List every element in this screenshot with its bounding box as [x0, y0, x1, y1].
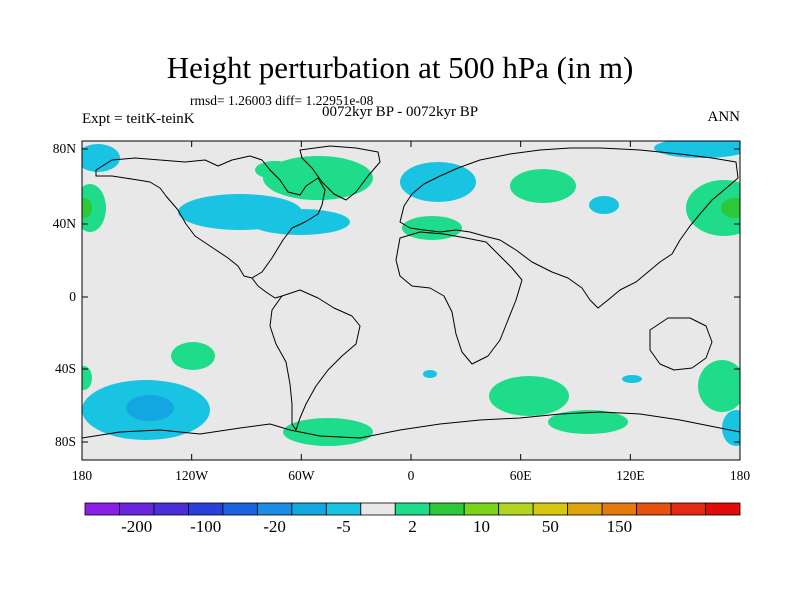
colorbar-box	[429, 502, 465, 516]
colorbar-box	[256, 502, 293, 516]
colorbar-box	[705, 502, 741, 516]
lat-tick-label: 80S	[54, 434, 76, 449]
lat-tick-label: 80N	[52, 141, 76, 156]
anomaly-pos-satlantic	[489, 376, 569, 416]
colorbar-box	[498, 502, 534, 516]
lon-tick-label: 0	[407, 468, 415, 483]
anomaly-neg-ne-america	[250, 209, 350, 235]
coast-greenland	[299, 145, 381, 201]
anomaly-pos-mediterranean	[402, 216, 462, 240]
colorbar-box	[84, 502, 120, 516]
lon-tick-label: 60W	[288, 468, 315, 483]
colorbar-label: 50	[541, 517, 559, 536]
anomaly-neg-alaska	[82, 144, 120, 172]
anomaly-neg-strong-southpacific	[126, 395, 174, 421]
lon-tick-label: 180	[729, 468, 751, 483]
anomaly-pos-sindian	[548, 410, 628, 434]
colorbar-box	[463, 502, 500, 516]
positive-strong-regions	[82, 198, 740, 218]
coast-africa	[395, 231, 523, 365]
anomaly-pos-antarctic-atlantic	[283, 418, 373, 446]
coast-north-america	[95, 155, 326, 279]
anomaly-neg-asia	[589, 196, 619, 214]
colorbar-label: 10	[472, 517, 490, 536]
anomaly-pos-sw-edge	[82, 366, 92, 390]
anomaly-pos-npacific-west	[82, 184, 106, 232]
coastlines	[82, 145, 740, 439]
anomaly-pos-strong-west	[82, 198, 92, 218]
colorbar-box	[188, 502, 224, 516]
colorbar-box	[119, 502, 155, 516]
colorbar-label: 2	[408, 517, 417, 536]
plot-title: Height perturbation at 500 hPa (in m)	[166, 50, 634, 85]
anomaly-pos-npacific-east	[686, 180, 740, 236]
colorbar-box	[325, 502, 362, 516]
anomaly-pos-siberia	[510, 169, 576, 203]
colorbar-label: -20	[263, 517, 286, 536]
colorbar-box	[222, 502, 258, 516]
coast-eurasia	[399, 147, 739, 309]
anomaly-neg-small-indian	[622, 375, 642, 383]
colorbar-label: -200	[121, 517, 153, 536]
anomaly-neg-ross	[722, 410, 740, 446]
coast-antarctica	[82, 411, 740, 439]
colorbar-box	[670, 502, 706, 516]
negative-strong-regions	[126, 395, 174, 421]
colorbar-box	[636, 502, 672, 516]
colorbar-box	[394, 502, 431, 516]
colorbar-box	[567, 502, 603, 516]
stats-text: rmsd= 1.26003 diff= 1.22951e-08	[190, 93, 374, 108]
lat-tick-label: 40S	[54, 361, 76, 376]
colorbar-box	[360, 502, 396, 516]
lon-tick-label: 60E	[509, 468, 532, 483]
anomaly-pos-tasman	[698, 360, 740, 412]
coast-south-america	[269, 289, 361, 431]
negative-anomaly-regions	[82, 141, 740, 446]
colorbar-box	[291, 502, 327, 516]
period-label: 0072kyr BP - 0072kyr BP	[321, 104, 479, 120]
lon-tick-label: 180	[71, 468, 93, 483]
lat-tick-label: 0	[69, 289, 76, 304]
anomaly-pos-strong-npacific	[721, 198, 740, 218]
anomaly-pos-greenland-north	[255, 161, 295, 179]
season-label: ANN	[707, 109, 741, 125]
coast-central-america	[251, 277, 283, 299]
colorbar-box	[601, 502, 637, 516]
lon-tick-label: 120E	[616, 468, 645, 483]
lon-tick-label: 120W	[175, 468, 209, 483]
colorbar-box	[153, 502, 189, 516]
colorbar-label: -100	[190, 517, 222, 536]
colorbar-label: 150	[606, 517, 633, 536]
experiment-label: Expt = teitK-teinK	[82, 111, 195, 127]
anomaly-neg-scandinavia	[400, 162, 476, 202]
lat-tick-label: 40N	[52, 216, 76, 231]
colorbar-box	[532, 502, 569, 516]
colorbar-label: -5	[336, 517, 351, 536]
anomaly-pos-spacific	[171, 342, 215, 370]
coast-australia	[649, 317, 713, 371]
anomaly-neg-small-atlantic	[423, 370, 437, 378]
tick-marks	[81, 141, 741, 460]
